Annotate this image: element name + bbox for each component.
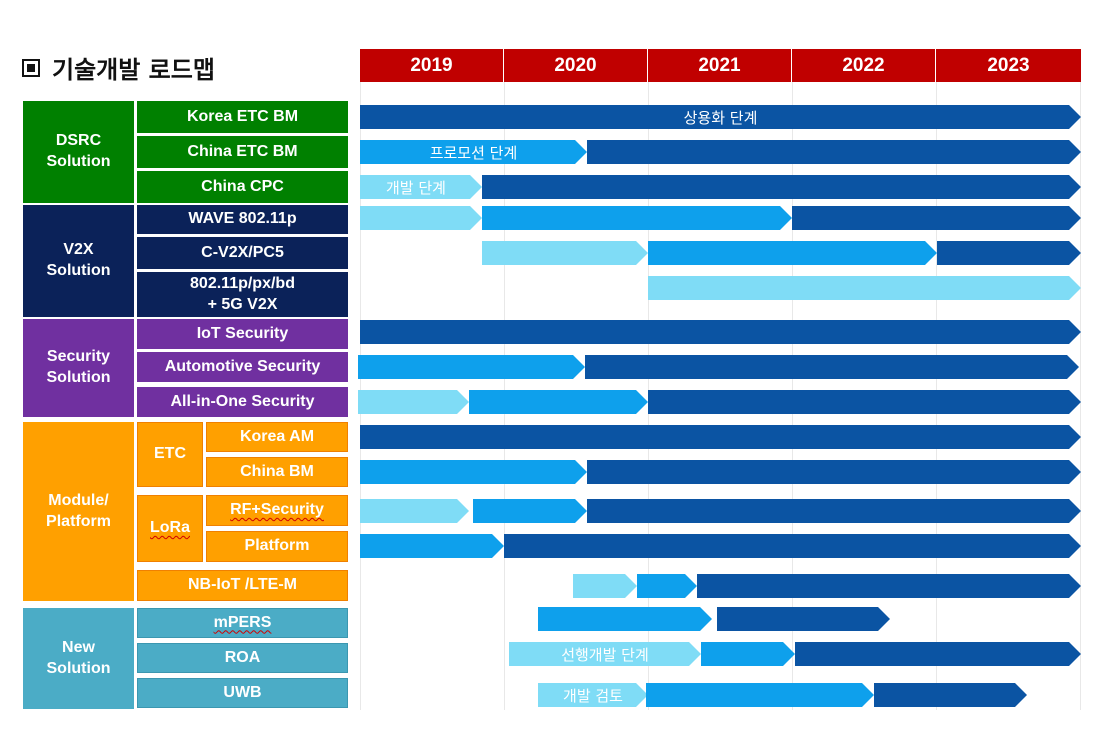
roadmap-arrow-commercial: [648, 390, 1081, 414]
item-iot-security: IoT Security: [137, 319, 348, 349]
roadmap-arrow-promotion: [360, 460, 587, 484]
item-nb-iot-lte-m: NB-IoT /LTE-M: [137, 570, 348, 601]
roadmap-arrow-development: [482, 241, 648, 265]
item-roa: ROA: [137, 643, 348, 673]
roadmap-arrow-development: 개발 단계: [360, 175, 482, 199]
item-platform: Platform: [206, 531, 348, 562]
grid-line: [1080, 82, 1081, 710]
item-c-v2x-pc5: C-V2X/PC5: [137, 237, 348, 269]
roadmap-arrow-promotion: [482, 206, 792, 230]
item-uwb: UWB: [137, 678, 348, 708]
roadmap-arrow-development: [573, 574, 637, 598]
subcategory-lora-label: LoRa: [150, 519, 190, 537]
year-header-2019: 2019: [360, 49, 504, 82]
year-header-2021: 2021: [648, 49, 792, 82]
category-v2x-solution: V2X Solution: [23, 205, 134, 317]
phase-label-promotion: 프로모션 단계: [429, 143, 518, 162]
roadmap-arrow-commercial: [587, 499, 1081, 523]
roadmap-arrow-promotion: [538, 607, 712, 631]
item-rf-security: RF+Security: [206, 495, 348, 526]
roadmap-arrow-commercial: [717, 607, 890, 631]
roadmap-arrow-promotion: [648, 241, 937, 265]
roadmap-arrow-promotion: 프로모션 단계: [360, 140, 587, 164]
roadmap-arrow-promotion: [473, 499, 587, 523]
year-header-2022: 2022: [792, 49, 936, 82]
roadmap-arrow-development: [360, 206, 482, 230]
phase-label-commercial: 상용화 단계: [683, 108, 758, 127]
category-new-solution: New Solution: [23, 608, 134, 709]
phase-label-development-review: 개발 검토: [563, 686, 623, 705]
subcategory-lora: LoRa: [137, 495, 203, 562]
category-security-solution: Security Solution: [23, 319, 134, 417]
roadmap-arrow-commercial: [360, 425, 1081, 449]
roadmap-arrow-development-review: 개발 검토: [538, 683, 648, 707]
roadmap-arrow-promotion: [637, 574, 697, 598]
item-china-etc-bm: China ETC BM: [137, 136, 348, 168]
roadmap-arrow-commercial: [360, 320, 1081, 344]
roadmap-arrow-commercial: [587, 140, 1081, 164]
roadmap-arrow-commercial: 상용화 단계: [360, 105, 1081, 129]
phase-label-development: 개발 단계: [386, 178, 446, 197]
item-all-in-one-security: All-in-One Security: [137, 387, 348, 417]
roadmap-arrow-commercial: [937, 241, 1081, 265]
roadmap-arrow-development: [648, 276, 1081, 300]
item-automotive-security: Automotive Security: [137, 352, 348, 382]
category-module-platform: Module/ Platform: [23, 422, 134, 601]
roadmap-arrow-development: [360, 499, 469, 523]
item-wave-80211p: WAVE 802.11p: [137, 205, 348, 234]
item-korea-etc-bm: Korea ETC BM: [137, 101, 348, 133]
roadmap-arrow-promotion: [646, 683, 874, 707]
item-korea-am: Korea AM: [206, 422, 348, 452]
page-title-text: 기술개발 로드맵: [52, 56, 215, 84]
roadmap-arrow-advance-development: 선행개발 단계: [509, 642, 701, 666]
item-mpers-label: mPERS: [213, 613, 272, 631]
item-mpers: mPERS: [137, 608, 348, 638]
roadmap-arrow-development: [358, 390, 469, 414]
year-header-2023: 2023: [936, 49, 1081, 82]
roadmap-arrow-promotion: [360, 534, 504, 558]
square-bullet-icon: [22, 58, 40, 77]
item-80211p-5g-v2x: 802.11p/px/bd + 5G V2X: [137, 272, 348, 317]
page-title: 기술개발 로드맵: [22, 50, 215, 85]
roadmap-arrow-commercial: [504, 534, 1081, 558]
phase-label-advance-development: 선행개발 단계: [561, 645, 649, 664]
year-header-2020: 2020: [504, 49, 648, 82]
category-dsrc-solution: DSRC Solution: [23, 101, 134, 203]
roadmap-arrow-promotion: [358, 355, 585, 379]
item-rf-security-label: RF+Security: [230, 501, 324, 519]
roadmap-arrow-promotion: [469, 390, 648, 414]
roadmap-arrow-promotion: [701, 642, 795, 666]
roadmap-arrow-commercial: [587, 460, 1081, 484]
roadmap-arrow-commercial: [874, 683, 1027, 707]
item-china-bm: China BM: [206, 457, 348, 487]
roadmap-arrow-commercial: [585, 355, 1079, 379]
item-china-cpc: China CPC: [137, 171, 348, 203]
roadmap-arrow-commercial: [482, 175, 1081, 199]
roadmap-arrow-commercial: [792, 206, 1081, 230]
roadmap-arrow-commercial: [795, 642, 1081, 666]
subcategory-etc: ETC: [137, 422, 203, 487]
roadmap-arrow-commercial: [697, 574, 1081, 598]
